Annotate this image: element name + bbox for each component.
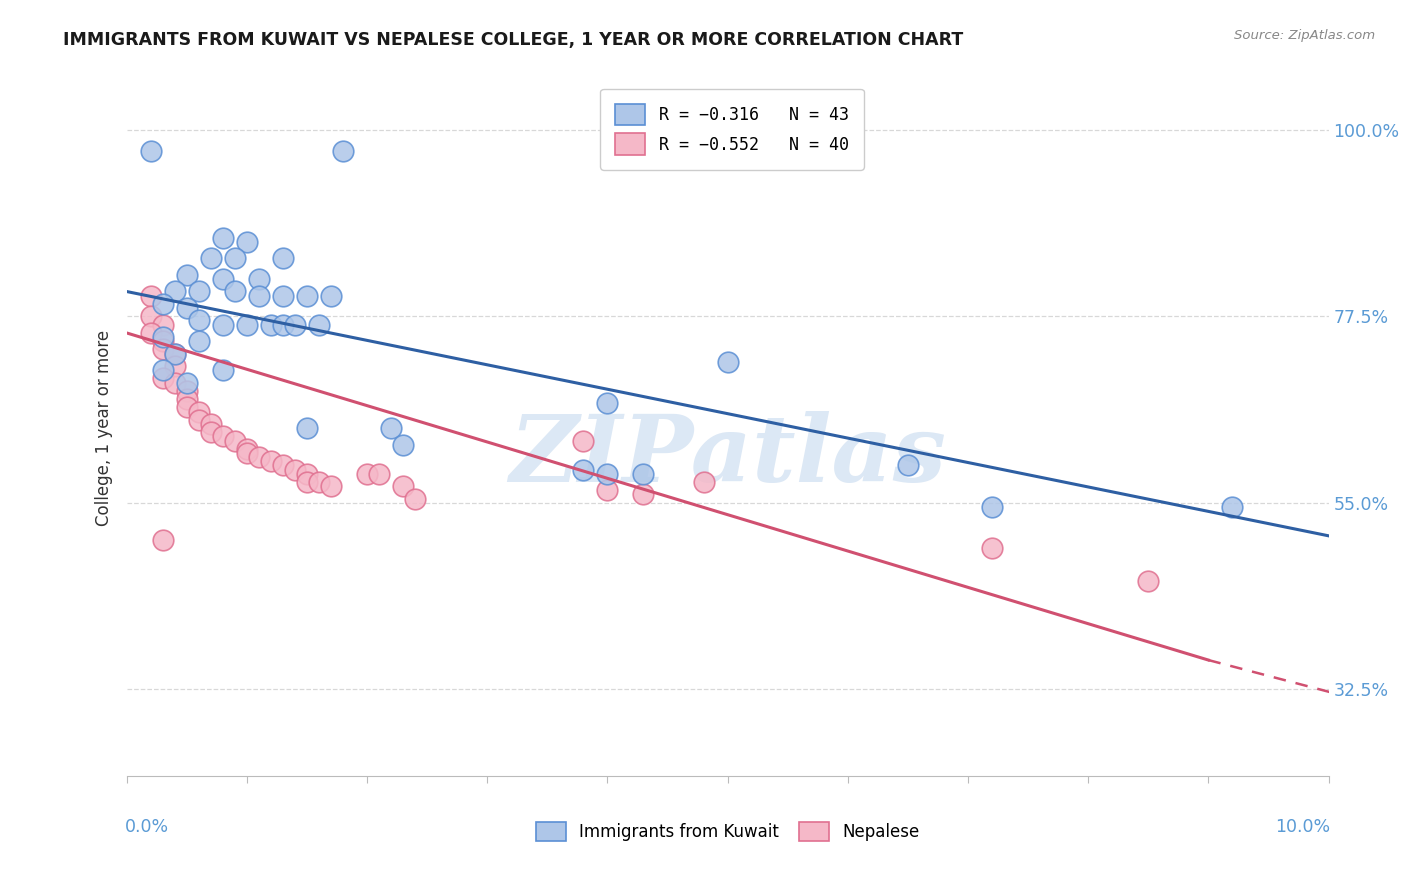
Point <box>152 371 174 385</box>
Text: ZIPatlas: ZIPatlas <box>509 411 946 501</box>
Point <box>404 491 426 506</box>
Point <box>224 434 246 448</box>
Point <box>176 301 198 315</box>
Point <box>284 318 307 332</box>
Point <box>596 396 619 410</box>
Point <box>271 288 294 302</box>
Point <box>235 446 259 460</box>
Point <box>152 318 174 332</box>
Point <box>211 272 233 286</box>
Point <box>152 334 174 349</box>
Point <box>163 376 186 390</box>
Point <box>139 310 162 324</box>
Point <box>572 434 595 448</box>
Point <box>224 285 246 299</box>
Point <box>152 363 174 377</box>
Point <box>308 475 330 489</box>
Text: 10.0%: 10.0% <box>1275 818 1330 836</box>
Point <box>200 252 222 266</box>
Point <box>176 401 198 415</box>
Text: 0.0%: 0.0% <box>125 818 170 836</box>
Point <box>295 475 318 489</box>
Point <box>152 343 174 357</box>
Point <box>247 272 270 286</box>
Point <box>211 363 233 377</box>
Point <box>139 326 162 340</box>
Point <box>247 288 270 302</box>
Point <box>692 475 714 489</box>
Point <box>308 318 330 332</box>
Point <box>380 421 402 435</box>
Point <box>247 450 270 465</box>
Point <box>716 355 740 369</box>
Y-axis label: College, 1 year or more: College, 1 year or more <box>94 330 112 526</box>
Point <box>633 487 655 501</box>
Point <box>139 144 162 158</box>
Point <box>139 288 162 302</box>
Point <box>981 500 1004 514</box>
Point <box>200 417 222 431</box>
Point <box>332 144 354 158</box>
Point <box>176 392 198 407</box>
Point <box>163 359 186 373</box>
Point <box>271 252 294 266</box>
Point <box>284 462 307 476</box>
Point <box>260 454 283 468</box>
Point <box>163 346 186 360</box>
Point <box>1137 574 1160 589</box>
Point <box>152 297 174 311</box>
Text: Source: ZipAtlas.com: Source: ZipAtlas.com <box>1234 29 1375 42</box>
Point <box>187 334 209 349</box>
Point <box>295 467 318 481</box>
Point <box>356 467 378 481</box>
Point <box>152 330 174 344</box>
Point <box>163 346 186 360</box>
Point <box>392 438 415 452</box>
Point <box>260 318 283 332</box>
Point <box>596 467 619 481</box>
Point <box>633 467 655 481</box>
Point <box>319 288 342 302</box>
Point <box>368 467 391 481</box>
Point <box>271 318 294 332</box>
Legend: Immigrants from Kuwait, Nepalese: Immigrants from Kuwait, Nepalese <box>529 815 927 847</box>
Point <box>211 429 233 443</box>
Point <box>319 479 342 493</box>
Point <box>187 313 209 327</box>
Point <box>235 442 259 456</box>
Point <box>187 285 209 299</box>
Point <box>211 318 233 332</box>
Point <box>295 421 318 435</box>
Point <box>235 235 259 249</box>
Point <box>152 533 174 547</box>
Point <box>176 376 198 390</box>
Point <box>271 458 294 473</box>
Point <box>981 541 1004 556</box>
Point <box>176 268 198 282</box>
Point <box>187 413 209 427</box>
Point <box>295 288 318 302</box>
Point <box>1222 500 1244 514</box>
Point <box>176 384 198 398</box>
Point <box>187 404 209 418</box>
Point <box>163 285 186 299</box>
Point <box>200 425 222 440</box>
Point <box>224 252 246 266</box>
Point <box>235 318 259 332</box>
Point <box>572 462 595 476</box>
Point <box>897 458 920 473</box>
Point <box>211 230 233 244</box>
Point <box>596 483 619 498</box>
Text: IMMIGRANTS FROM KUWAIT VS NEPALESE COLLEGE, 1 YEAR OR MORE CORRELATION CHART: IMMIGRANTS FROM KUWAIT VS NEPALESE COLLE… <box>63 31 963 49</box>
Point <box>392 479 415 493</box>
